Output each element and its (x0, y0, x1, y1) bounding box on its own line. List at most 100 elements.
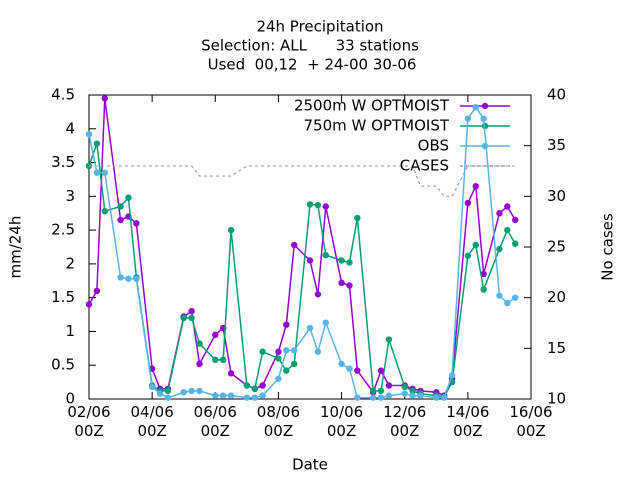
series-line (88, 143, 516, 398)
data-point (480, 115, 487, 122)
data-point (196, 340, 203, 347)
legend-label: CASES (400, 157, 449, 175)
x-tick-label: 02/06 00Z (67, 403, 111, 440)
data-point (219, 356, 227, 364)
data-point (133, 275, 140, 282)
data-point (504, 203, 511, 210)
data-point (448, 372, 456, 379)
x-tick-label: 16/06 00Z (509, 403, 553, 440)
data-point (346, 282, 353, 289)
data-point (117, 274, 124, 281)
legend-label: 750m W OPTMOIST (304, 117, 450, 135)
data-point (275, 375, 282, 382)
data-point (472, 183, 479, 190)
data-point (275, 355, 282, 362)
data-point (148, 383, 156, 391)
data-point (251, 385, 258, 393)
y-tick-label: 0 (65, 390, 75, 408)
data-point (314, 291, 322, 298)
data-point (212, 331, 219, 339)
data-point (259, 348, 266, 355)
data-point (117, 203, 124, 210)
data-point (306, 324, 314, 332)
x-tick-label: 14/06 00Z (446, 403, 490, 440)
data-point (259, 392, 266, 399)
data-point (464, 199, 472, 207)
data-point (346, 365, 353, 372)
data-point (180, 389, 187, 396)
legend-marker (481, 142, 489, 150)
data-point (101, 95, 108, 102)
data-point (212, 356, 219, 364)
y-tick-label: 4 (65, 119, 75, 137)
chart-subtitle: Used 00,12 + 24-00 30-06 (208, 56, 417, 74)
y-tick-label: 4.5 (51, 86, 75, 104)
data-point (251, 394, 258, 401)
x-tick-label: 08/06 00Z (256, 403, 301, 440)
data-point (188, 314, 195, 322)
data-point (417, 392, 424, 399)
legend-label: OBS (418, 137, 449, 155)
data-point (385, 392, 393, 399)
data-point (385, 382, 393, 389)
data-point (322, 319, 329, 326)
data-point (125, 275, 132, 282)
data-point (377, 387, 385, 395)
legend-marker (481, 102, 489, 110)
y2-tick-label: 10 (547, 390, 566, 408)
data-point (85, 130, 93, 138)
data-point (306, 257, 314, 264)
y2-axis-label: No cases (599, 213, 617, 281)
data-point (512, 216, 519, 224)
series-line (89, 165, 516, 197)
data-point (125, 194, 132, 201)
data-point (401, 390, 408, 397)
legend-label: 2500m W OPTMOIST (294, 97, 450, 115)
data-point (227, 370, 235, 377)
y2-tick-label: 20 (547, 288, 566, 306)
data-point (180, 314, 187, 322)
data-point (101, 207, 108, 215)
data-point (354, 394, 361, 401)
data-point (188, 307, 195, 315)
data-point (377, 394, 385, 401)
data-point (433, 394, 440, 401)
data-point (283, 321, 290, 328)
data-point (196, 360, 203, 368)
y-tick-label: 3 (65, 187, 75, 205)
data-point (291, 360, 298, 368)
data-point (512, 240, 519, 247)
data-point (164, 387, 172, 395)
data-point (283, 347, 290, 354)
y-tick-label: 0.5 (51, 356, 75, 374)
data-point (346, 259, 353, 266)
data-point (306, 201, 314, 208)
data-point (472, 241, 479, 249)
data-point (440, 394, 448, 401)
data-point (504, 226, 511, 234)
y-tick-label: 1 (65, 322, 75, 340)
data-point (338, 279, 345, 287)
data-point (283, 367, 290, 374)
data-point (93, 169, 101, 176)
x-axis-label: Date (292, 456, 328, 474)
data-point (93, 140, 101, 147)
data-point (275, 348, 282, 355)
data-point (219, 392, 227, 399)
y2-tick-label: 40 (547, 86, 566, 104)
x-tick-label: 06/06 00Z (193, 403, 237, 440)
data-point (504, 299, 511, 307)
data-point (156, 390, 164, 397)
data-point (385, 336, 393, 343)
data-point (291, 241, 298, 249)
chart-subtitle: Selection: ALL 33 stations (201, 37, 419, 55)
y-tick-label: 2 (65, 254, 75, 272)
data-point (196, 387, 203, 395)
data-point (133, 220, 140, 227)
y-tick-label: 3.5 (51, 153, 75, 171)
data-point (93, 287, 101, 295)
x-tick-label: 12/06 00Z (383, 403, 427, 440)
data-point (464, 115, 472, 122)
